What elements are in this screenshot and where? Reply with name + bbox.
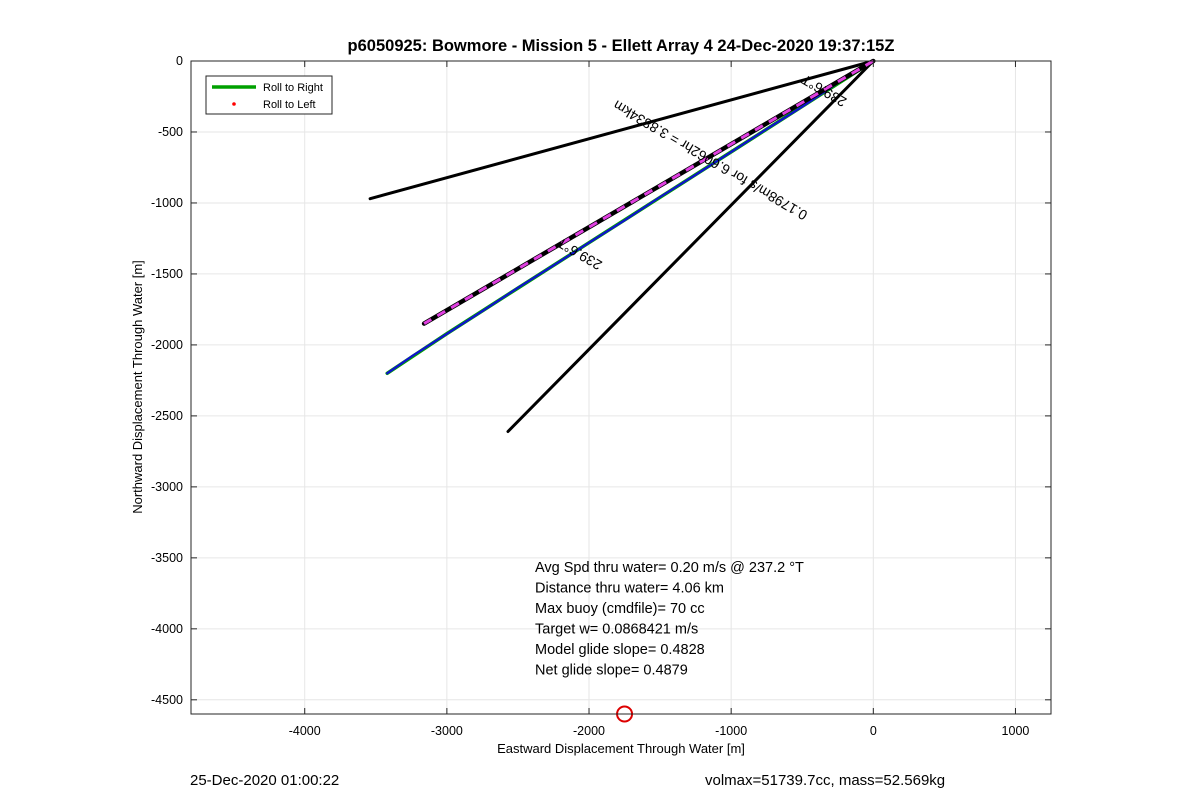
info-text-block: Avg Spd thru water= 0.20 m/s @ 237.2 °T D…	[535, 560, 804, 679]
series-line-1	[386, 59, 875, 375]
legend-entry-label: Roll to Left	[263, 99, 316, 111]
info-line: Distance thru water= 4.06 km	[535, 581, 724, 597]
info-line: Target w= 0.0868421 m/s	[535, 622, 698, 638]
x-tick-label: 1000	[1002, 724, 1030, 738]
series-line-5	[423, 59, 875, 325]
legend: Roll to Right Roll to Left	[205, 75, 333, 115]
footer-timestamp: 25-Dec-2020 01:00:22	[190, 772, 340, 789]
series-line-2	[368, 59, 875, 201]
legend-box	[205, 75, 333, 115]
x-axis-label: Eastward Displacement Through Water [m]	[497, 741, 745, 756]
y-tick-label: -2000	[151, 338, 183, 352]
annotation-label: 239.6°T	[554, 235, 605, 274]
x-tick-label: -2000	[573, 724, 605, 738]
info-line: Net glide slope= 0.4879	[535, 663, 688, 679]
y-tick-label: -3500	[151, 551, 183, 565]
footer-volume-mass: volmax=51739.7cc, mass=52.569kg	[705, 772, 946, 789]
y-tick-label: -3000	[151, 480, 183, 494]
y-tick-label: 0	[176, 54, 183, 68]
info-line: Model glide slope= 0.4828	[535, 642, 705, 658]
chart-title: p6050925: Bowmore - Mission 5 - Ellett A…	[348, 37, 895, 55]
x-tick-label: -4000	[289, 724, 321, 738]
y-tick-label: -1000	[151, 196, 183, 210]
y-axis-label: Northward Displacement Through Water [m]	[130, 260, 145, 514]
y-tick-label: -4500	[151, 693, 183, 707]
y-tick-label: -1500	[151, 267, 183, 281]
y-tick-label: -500	[158, 125, 183, 139]
legend-entry-label: Roll to Right	[263, 82, 323, 94]
y-tick-label: -2500	[151, 409, 183, 423]
series-line-3	[506, 59, 875, 433]
x-tick-label: 0	[870, 724, 877, 738]
info-line: Max buoy (cmdfile)= 70 cc	[535, 601, 705, 617]
series-group	[368, 58, 876, 723]
x-tick-label: -3000	[431, 724, 463, 738]
y-tick-label: -4000	[151, 622, 183, 636]
axis-ticks: -4000 -3000 -2000 -1000 0 1000 0 -500 -1000 -1500…	[151, 54, 1051, 738]
info-line: Avg Spd thru water= 0.20 m/s @ 237.2 °T	[535, 560, 804, 576]
plot-area-border	[190, 60, 1052, 715]
legend-swatch-dot	[232, 102, 236, 106]
x-tick-label: -1000	[715, 724, 747, 738]
grid	[191, 60, 1051, 714]
